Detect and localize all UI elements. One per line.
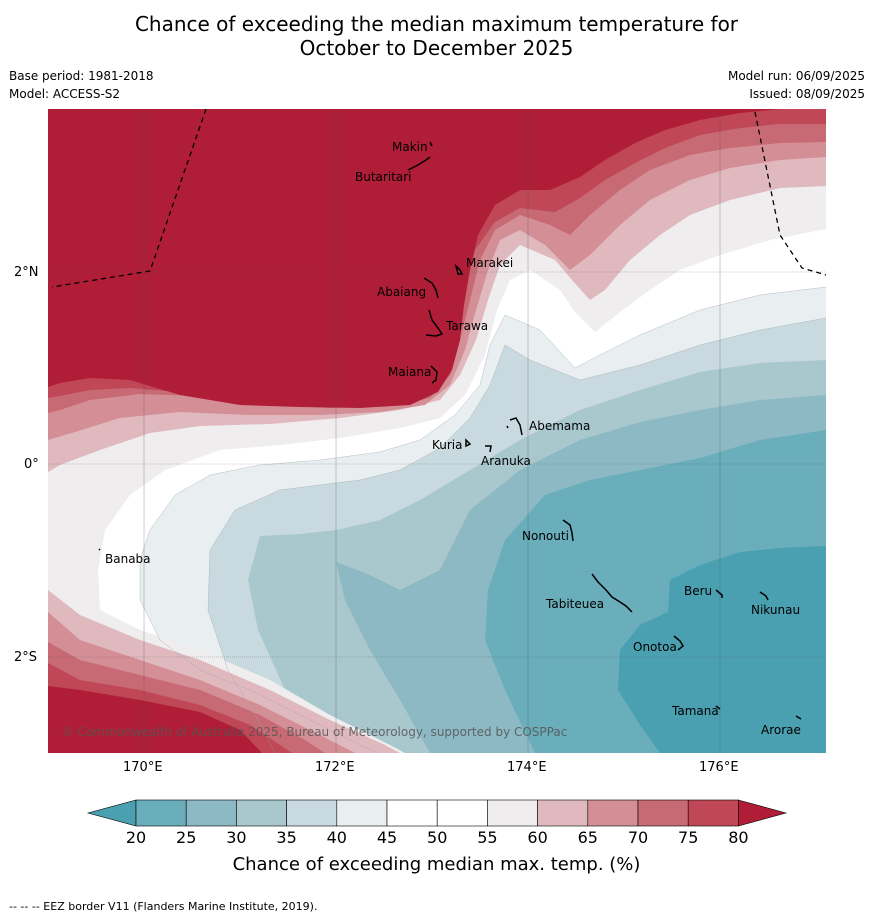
place-aranuka: Aranuka [481,454,531,468]
model-run: Model run: 06/09/2025 [727,69,865,83]
colorbar-tick-label: 75 [678,828,699,847]
colorbar-tick-label: 40 [326,828,347,847]
base-period: Base period: 1981-2018 [9,69,154,83]
contour-layers [48,109,826,753]
title-line-1: Chance of exceeding the median maximum t… [134,12,739,36]
copyright-notice: © Commonwealth of Australia 2025, Bureau… [62,725,567,739]
lat-label-2s: 2°S [14,650,38,665]
place-banaba: Banaba [105,552,151,566]
eez-footnote: -- -- -- EEZ border V11 (Flanders Marine… [9,900,318,913]
layer-above-80 [48,109,826,408]
colorbar-segment [687,799,739,827]
place-maiana: Maiana [388,365,431,379]
colorbar-extend-low [86,799,137,827]
model-name: Model: ACCESS-S2 [9,87,121,101]
lon-label-176e: 176°E [699,760,739,775]
lon-label-170e: 170°E [123,760,163,775]
colorbar-tick-label: 45 [376,828,398,847]
place-arorae: Arorae [761,723,801,737]
lon-label-172e: 172°E [315,760,355,775]
colorbar-tick-label: 30 [226,828,247,847]
place-kuria: Kuria [432,438,463,452]
place-abemama: Abemama [529,419,590,433]
place-beru: Beru [684,584,712,598]
place-labels: Makin Butaritari Marakei Abaiang Tarawa … [105,140,801,737]
lon-label-174e: 174°E [507,760,547,775]
place-butaritari: Butaritari [355,170,412,184]
lat-label-2n: 2°N [14,265,39,280]
meta-left: Base period: 1981-2018 Model: ACCESS-S2 [9,69,154,105]
colorbar-segment [286,799,338,827]
colorbar-segment [336,799,388,827]
colorbar-tick-label: 80 [728,828,749,847]
colorbar-tick-label: 25 [176,828,197,847]
place-marakei: Marakei [466,256,513,270]
colorbar-tick-label: 35 [276,828,297,847]
colorbar-segment [185,799,237,827]
colorbar-tick-label: 55 [477,828,498,847]
meta-right: Model run: 06/09/2025 Issued: 08/09/2025 [728,69,865,105]
map-title: Chance of exceeding the median maximum t… [0,12,873,60]
place-tabiteuea: Tabiteuea [545,597,604,611]
colorbar-tick-label: 70 [627,828,649,847]
issued-date: Issued: 08/09/2025 [749,87,865,101]
title-line-2: October to December 2025 [299,36,574,60]
colorbar-segment [537,799,589,827]
colorbar-segment [487,799,538,827]
colorbar-tick-label: 65 [577,828,598,847]
place-nonouti: Nonouti [522,529,569,543]
place-abaiang: Abaiang [377,285,426,299]
colorbar-segment [386,799,438,827]
place-tarawa: Tarawa [445,319,488,333]
colorbar-tick-label: 20 [125,828,147,847]
layer-above-80-bottom [48,686,262,753]
contour-lines [139,286,826,753]
colorbar [86,799,788,827]
colorbar-segment [236,799,287,827]
colorbar-segment [135,799,187,827]
colorbar-tick-label: 60 [527,828,548,847]
place-nikunau: Nikunau [751,603,800,617]
island-outlines [98,141,802,720]
colorbar-extend-high [738,799,788,827]
colorbar-tick-label: 50 [427,828,448,847]
colorbar-segment [436,799,488,827]
colorbar-segment [587,799,639,827]
eez-borders [51,109,826,288]
grid-lines [48,109,826,753]
colorbar-segment [637,799,689,827]
place-makin: Makin [392,140,428,154]
lat-label-0: 0° [24,457,39,472]
colorbar-label: Chance of exceeding median max. temp. (%… [232,854,641,875]
place-onotoa: Onotoa [633,640,677,654]
place-tamana: Tamana [671,704,719,718]
